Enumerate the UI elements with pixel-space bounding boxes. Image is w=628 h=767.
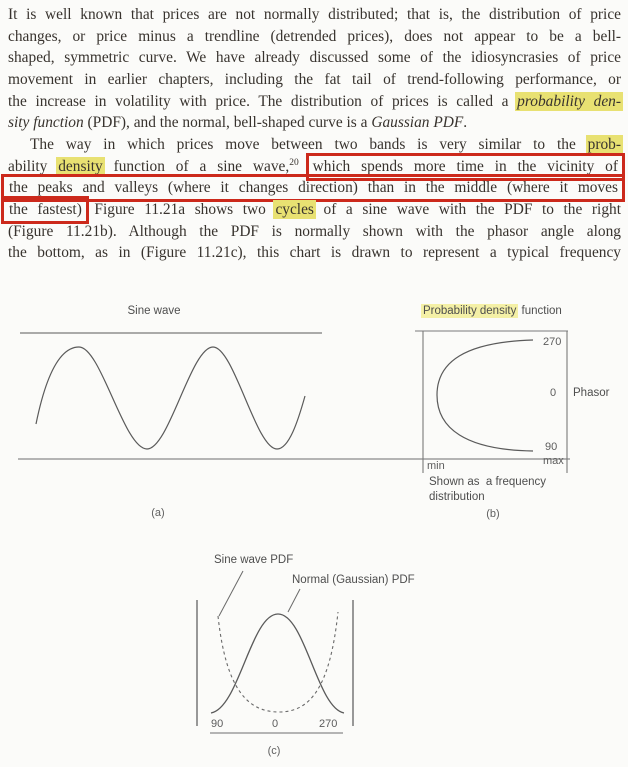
fig-b-phasor-label: Phasor	[573, 387, 610, 399]
body-text-segment: sity function	[8, 114, 84, 132]
text-line: ability density function of a sine wave,…	[8, 152, 625, 181]
text-line: The way in which prices move between two…	[8, 134, 623, 156]
sine-pdf-leader-line	[218, 570, 244, 617]
text-line: (Figure 11.21b). Although the PDF is nor…	[8, 221, 621, 243]
text-line: movement in earlier chapters, including …	[8, 69, 621, 91]
footnote-ref-20: 20	[289, 157, 299, 168]
fig-b-caption: (b)	[486, 508, 500, 520]
highlight-probability-density-title: Probability density	[421, 304, 519, 318]
normal-gaussian-pdf-curve	[210, 613, 345, 714]
body-text-segment: (PDF), and the normal, bell-shaped curve…	[83, 114, 372, 132]
text-line: the increase in volatility with price. T…	[8, 91, 623, 113]
body-text-segment: .	[463, 114, 468, 132]
sine-wave-pdf-curve	[217, 611, 339, 713]
body-text-segment: Gaussian PDF	[371, 114, 464, 132]
fig-b-note: Shown as a frequency distribution	[429, 476, 546, 503]
fig-c-gaussian-pdf-label: Normal (Gaussian) PDF	[292, 574, 415, 586]
fig-b-tick-0: 0	[550, 387, 557, 399]
text-line: the fastest) Figure 11.21a shows two cyc…	[1, 195, 622, 224]
body-text-segment: (Figure 11.21b). Although the PDF is nor…	[8, 222, 621, 240]
highlight-prob: prob-	[585, 134, 623, 154]
fig-c-tick-0: 0	[272, 718, 279, 730]
fig-c-tick-270: 270	[319, 718, 338, 730]
text-line: sity function (PDF), and the normal, bel…	[8, 112, 621, 134]
highlight-probability-density: probability den-	[515, 91, 623, 111]
body-text-segment: ability	[8, 157, 59, 175]
text-line: the bottom, as in (Figure 11.21c), this …	[8, 242, 621, 264]
text-line: shaped, symmetric curve. We have already…	[8, 47, 621, 69]
sine-wave-curve	[35, 346, 306, 450]
body-text-segment: shaped, symmetric curve. We have already…	[8, 49, 621, 67]
annotation-box-segment-3: the fastest)	[1, 195, 89, 224]
fig-a-title: Sine wave	[127, 305, 181, 317]
highlight-cycles: cycles	[273, 199, 316, 219]
gaussian-pdf-leader-line	[287, 588, 301, 613]
body-text-block: It is well known that prices are not nor…	[1, 4, 625, 264]
body-text-segment: movement in earlier chapters, including …	[8, 70, 621, 88]
fig-b-max-label: max	[543, 455, 564, 467]
body-text-segment: the increase in volatility with price. T…	[8, 92, 518, 110]
annotation-box-segment-1: which spends more time in the vicinity o…	[305, 152, 625, 181]
text-line: changes, or price minus a trendline (det…	[8, 26, 621, 48]
body-text-segment: function of a sine wave,	[102, 157, 290, 175]
fig-b-title: Probability density function	[421, 304, 562, 318]
body-text-segment: the bottom, as in (Figure 11.21c), this …	[8, 244, 621, 262]
fig-b-min-label: min	[427, 460, 445, 472]
fig-b-tick-270: 270	[543, 336, 562, 348]
fig-b-title-rest: function	[518, 305, 562, 317]
text-line: the peaks and valleys (where it changes …	[1, 174, 625, 203]
fig-c-caption: (c)	[267, 745, 281, 757]
fig-b-tick-90: 90	[545, 441, 558, 453]
text-line: It is well known that prices are not nor…	[8, 4, 621, 26]
body-text-segment: changes, or price minus a trendline (det…	[8, 27, 621, 45]
fig-c-tick-90: 90	[211, 718, 224, 730]
annotation-box-segment-2: the peaks and valleys (where it changes …	[1, 174, 625, 203]
highlight-density: density	[56, 156, 105, 176]
sine-pdf-sideways-curve	[436, 339, 534, 452]
fig-a-caption: (a)	[151, 507, 165, 519]
fig-c-sine-pdf-label: Sine wave PDF	[214, 554, 294, 566]
body-text-segment: Figure 11.21a shows two	[84, 200, 276, 218]
body-text-segment: The way in which prices move between two…	[30, 135, 588, 153]
body-text-segment: It is well known that prices are not nor…	[8, 6, 621, 23]
body-text-segment: of a sine wave with the PDF to the right	[313, 200, 622, 218]
